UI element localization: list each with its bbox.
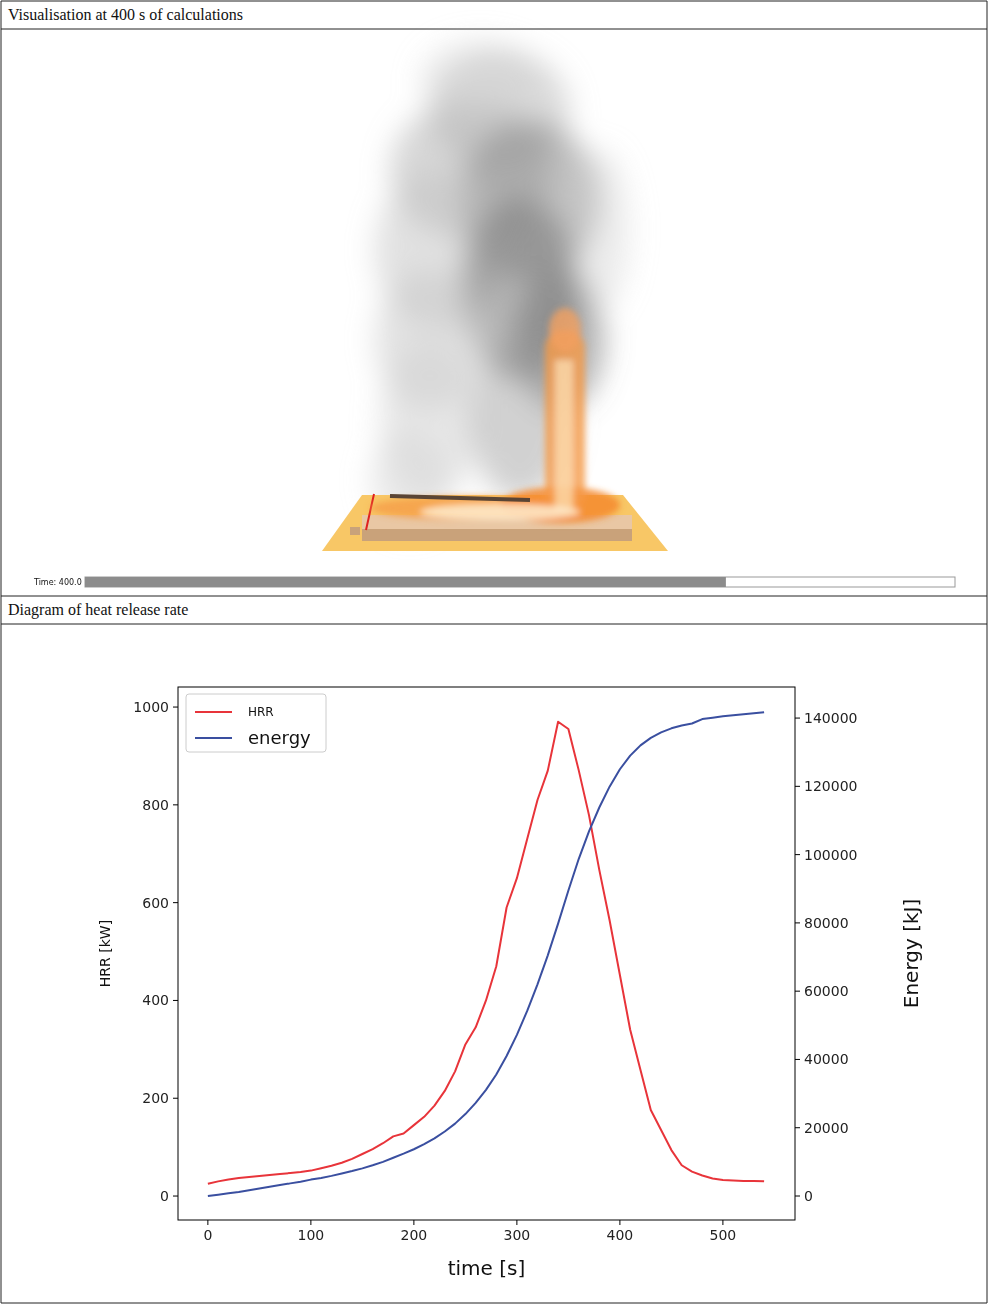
tick-label: 200 (142, 1090, 169, 1106)
flame (545, 330, 585, 510)
fire-visualisation (322, 40, 668, 551)
burning-edge (390, 496, 530, 500)
legend-swatch (195, 711, 232, 713)
legend-swatch (195, 737, 232, 739)
tick-mark (795, 922, 800, 923)
table-rule (1, 1, 987, 2)
table-rule (987, 1, 988, 1303)
tick-mark (619, 1220, 620, 1225)
figure-svg: Visualisation at 400 s of calculations Di… (0, 0, 988, 1304)
flame (549, 308, 581, 352)
tick-mark (173, 1000, 178, 1001)
tick-label: 600 (142, 895, 169, 911)
tick-label: 1000 (133, 699, 169, 715)
tick-mark (795, 1196, 800, 1197)
slab-side (362, 529, 632, 541)
plot-frame (178, 687, 795, 1220)
tick-mark (795, 718, 800, 719)
table-rule (1, 596, 987, 597)
time-label: Time: 400.0 (33, 578, 82, 587)
tick-mark (207, 1220, 208, 1225)
tick-mark (173, 1196, 178, 1197)
tick-mark (722, 1220, 723, 1225)
tick-label: 0 (804, 1188, 813, 1204)
tick-label: 300 (504, 1227, 531, 1243)
slab-block (350, 527, 360, 535)
legend-label: HRR (248, 705, 274, 719)
tick-label: 400 (142, 992, 169, 1008)
tick-mark (173, 707, 178, 708)
tick-label: 100000 (804, 847, 857, 863)
legend-label: energy (248, 727, 311, 748)
tick-label: 100 (298, 1227, 325, 1243)
section-title: Diagram of heat release rate (8, 601, 188, 619)
flame-core (555, 360, 573, 510)
smoke-puff (570, 150, 630, 310)
flames (370, 308, 620, 523)
table-rule (1, 624, 987, 625)
tick-mark (795, 786, 800, 787)
axis-title: time [s] (448, 1256, 526, 1280)
igniter (366, 494, 374, 530)
table-rule (1, 29, 987, 30)
time-bar-fill (85, 577, 726, 587)
tick-label: 500 (710, 1227, 737, 1243)
tick-mark (795, 1127, 800, 1128)
time-bar-track (85, 577, 955, 587)
smoke (370, 40, 630, 530)
tick-label: 0 (160, 1188, 169, 1204)
tick-mark (173, 1098, 178, 1099)
tick-mark (173, 804, 178, 805)
table-frame (1, 1, 987, 1303)
tick-label: 40000 (804, 1051, 849, 1067)
tick-mark (310, 1220, 311, 1225)
legend-box (186, 694, 326, 752)
tick-label: 0 (203, 1227, 212, 1243)
table-rule (1, 1303, 987, 1304)
tick-label: 20000 (804, 1120, 849, 1136)
series-line (208, 712, 764, 1196)
smoke-puff (420, 40, 540, 120)
tick-label: 120000 (804, 778, 857, 794)
tick-label: 400 (607, 1227, 634, 1243)
chart: 0 100 200 300 400 500 0 200 400 600 800 1000 0 20000 4… (97, 687, 923, 1280)
plot-lines (208, 712, 764, 1196)
tick-mark (413, 1220, 414, 1225)
tick-label: 140000 (804, 710, 857, 726)
series-line (208, 722, 764, 1184)
tick-label: 60000 (804, 983, 849, 999)
tick-mark (795, 1059, 800, 1060)
tick-label: 200 (401, 1227, 428, 1243)
axis-title: Energy [kJ] (899, 899, 923, 1008)
axis-title: HRR [kW] (97, 920, 113, 987)
tick-mark (795, 991, 800, 992)
section-title: Visualisation at 400 s of calculations (8, 6, 243, 23)
tick-mark (173, 902, 178, 903)
tick-mark (795, 854, 800, 855)
flame-core (420, 504, 580, 520)
tick-mark (516, 1220, 517, 1225)
tick-label: 800 (142, 797, 169, 813)
legend: HRR energy (186, 694, 326, 752)
table-rule (1, 1, 2, 1303)
figure: Visualisation at 400 s of calculations Di… (0, 0, 988, 1304)
tick-label: 80000 (804, 915, 849, 931)
